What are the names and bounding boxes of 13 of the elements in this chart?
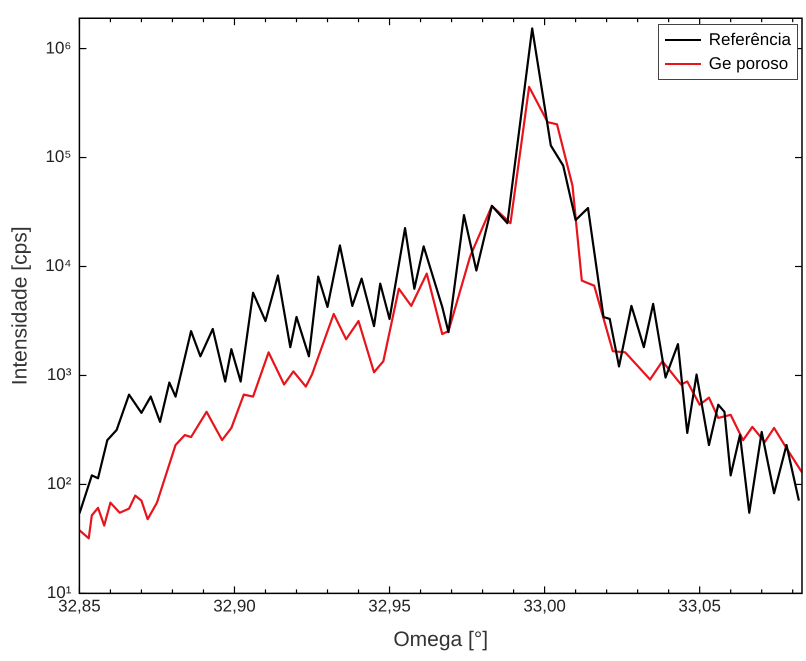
y-tick-label: 10³ [46,365,72,384]
y-tick-label: 10⁵ [45,147,72,166]
y-tick-label: 10⁴ [45,256,72,276]
legend-label: Ge poroso [708,53,788,75]
x-tick-label: 33,05 [678,596,721,616]
y-tick-label: 10⁶ [45,38,72,58]
legend-label: Referência [708,29,791,51]
y-axis-title: Intensidade [cps] [8,226,32,386]
x-axis-title: Omega [°] [393,628,488,652]
x-tick-label: 33,00 [523,596,566,616]
x-tick-label: 32,90 [213,596,256,616]
x-tick-label: 32,95 [368,596,411,616]
y-tick-label: 10² [46,474,72,494]
